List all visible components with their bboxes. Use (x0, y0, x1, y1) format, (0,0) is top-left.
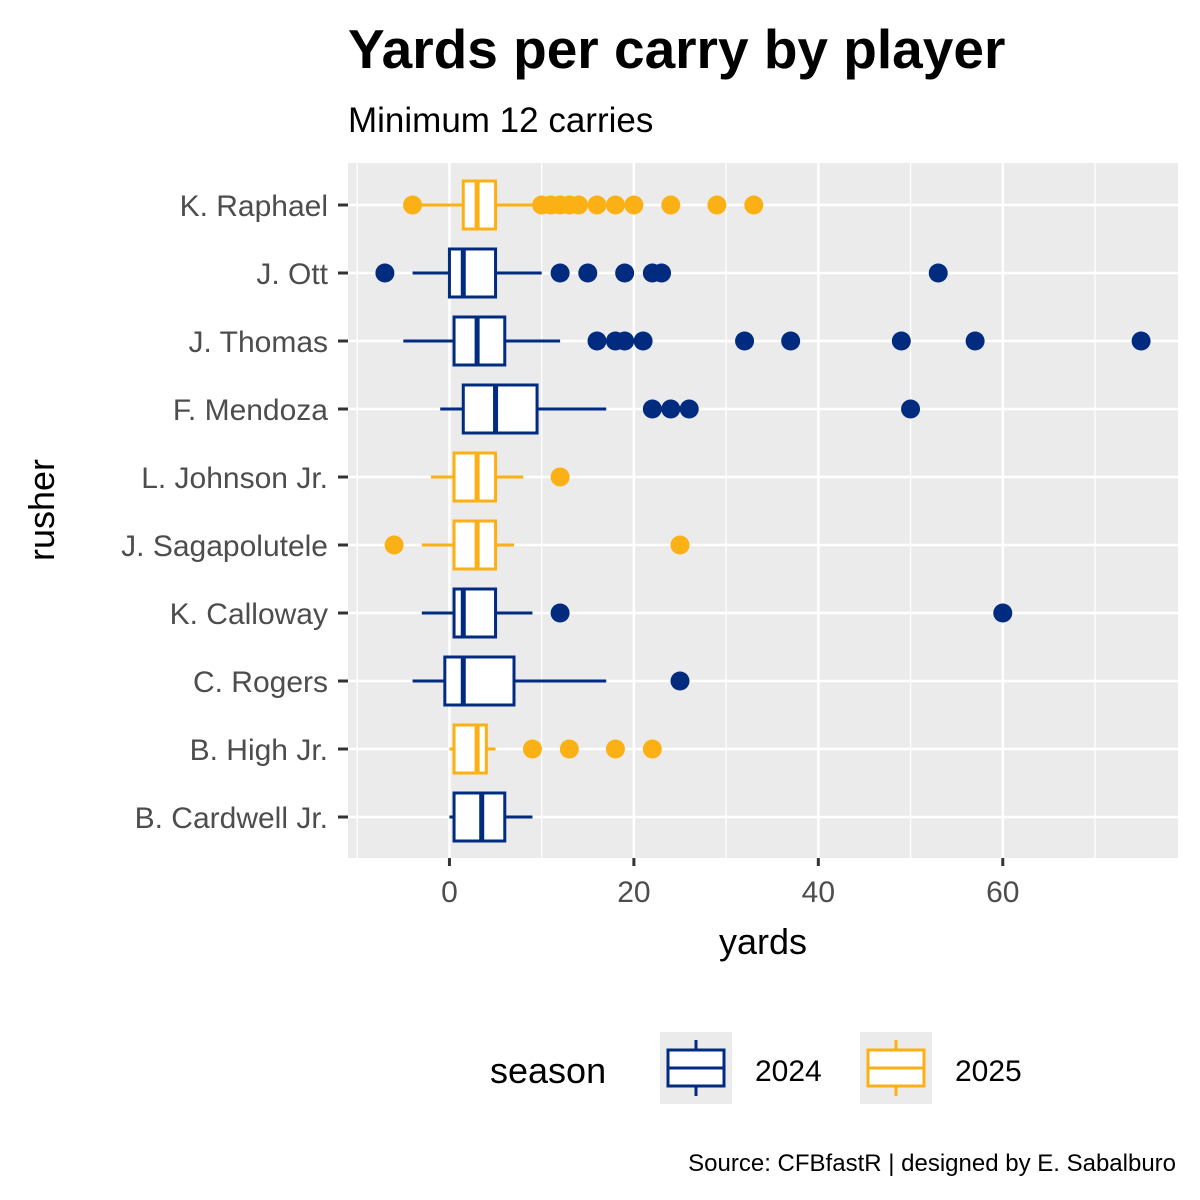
boxplot-b-high-jr (449, 723, 662, 775)
legend-entry-2024: 2024 (660, 1032, 822, 1104)
outlier-point (781, 331, 801, 351)
iqr-box (452, 587, 498, 639)
boxplot-j-sagapolutele (384, 519, 690, 571)
legend-label-2024: 2024 (755, 1055, 822, 1088)
outlier-point (615, 331, 635, 351)
outlier-point (928, 263, 948, 283)
x-axis: 0 20 40 60 (441, 858, 1019, 909)
x-tick-label: 20 (617, 876, 650, 909)
y-tick-label: J. Ott (256, 258, 328, 291)
outlier-point (605, 195, 625, 215)
chart-subtitle: Minimum 12 carries (348, 101, 653, 140)
outlier-point (384, 535, 404, 555)
outlier-point (679, 399, 699, 419)
outlier-point (550, 263, 570, 283)
outlier-point (633, 331, 653, 351)
y-tick-label: J. Sagapolutele (121, 530, 328, 563)
boxplot-j-thomas (403, 315, 1151, 367)
y-axis-title: rusher (21, 459, 62, 561)
chart-title: Yards per carry by player (348, 18, 1005, 80)
outlier-point (375, 263, 395, 283)
outlier-point (624, 195, 644, 215)
boxplot-k-raphael (403, 179, 764, 231)
iqr-box (452, 723, 488, 775)
boxplot-j-ott (375, 247, 948, 299)
legend: season 2024 2025 (490, 1032, 1022, 1104)
y-tick-label: L. Johnson Jr. (141, 462, 328, 495)
outlier-point (587, 195, 607, 215)
outlier-point (587, 331, 607, 351)
x-tick-label: 60 (986, 876, 1019, 909)
x-tick-label: 0 (441, 876, 458, 909)
y-tick-label: B. Cardwell Jr. (135, 802, 328, 835)
outlier-point (744, 195, 764, 215)
outlier-point (642, 399, 662, 419)
boxplot-l-johnson-jr (431, 451, 570, 503)
outlier-point (615, 263, 635, 283)
outlier-point (707, 195, 727, 215)
outlier-point (550, 603, 570, 623)
outlier-point (642, 739, 662, 759)
iqr-box (461, 383, 539, 435)
boxplots (375, 179, 1151, 843)
y-tick-label: F. Mendoza (173, 394, 328, 427)
y-tick-label: B. High Jr. (190, 734, 328, 767)
y-axis: K. Raphael J. Ott J. Thomas F. Mendoza L. Jo… (121, 190, 348, 835)
outlier-point (652, 263, 672, 283)
outlier-point (661, 195, 681, 215)
outlier-point (670, 535, 690, 555)
outlier-point (735, 331, 755, 351)
y-tick-label: J. Thomas (189, 326, 329, 359)
boxplot-f-mendoza (440, 383, 921, 435)
outlier-point (1131, 331, 1151, 351)
legend-title: season (490, 1050, 606, 1091)
outlier-point (965, 331, 985, 351)
y-tick-label: K. Raphael (180, 190, 328, 223)
outlier-point (993, 603, 1013, 623)
boxplot-b-cardwell-jr (449, 791, 533, 843)
outlier-point (569, 195, 589, 215)
minor-gridlines (356, 163, 1096, 858)
chart-caption: Source: CFBfastR | designed by E. Sabalb… (688, 1150, 1176, 1177)
legend-entry-2025: 2025 (860, 1032, 1022, 1104)
outlier-point (670, 671, 690, 691)
outlier-point (901, 399, 921, 419)
iqr-box (443, 655, 516, 707)
outlier-point (891, 331, 911, 351)
x-axis-title: yards (719, 921, 807, 962)
outlier-point (550, 467, 570, 487)
y-tick-label: K. Calloway (170, 598, 328, 631)
outlier-point (661, 399, 681, 419)
outlier-point (522, 739, 542, 759)
outlier-point (559, 739, 579, 759)
outlier-point (578, 263, 598, 283)
x-tick-label: 40 (802, 876, 835, 909)
outlier-point (403, 195, 423, 215)
y-tick-label: C. Rogers (193, 666, 328, 699)
boxplot-k-calloway (421, 587, 1013, 639)
legend-label-2025: 2025 (955, 1055, 1022, 1088)
iqr-box (447, 247, 498, 299)
outlier-point (605, 739, 625, 759)
boxplot-c-rogers (412, 655, 690, 707)
